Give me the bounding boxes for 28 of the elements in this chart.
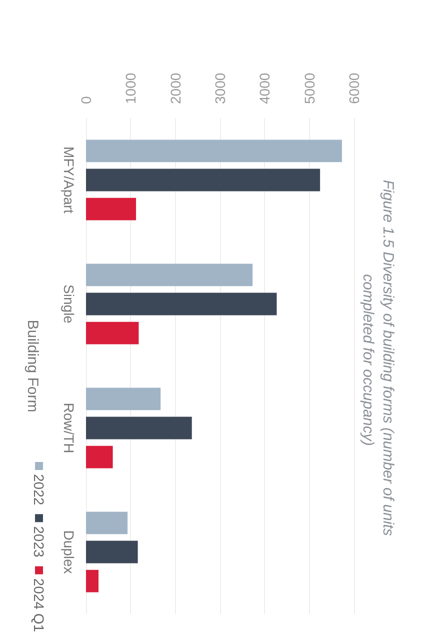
bar — [86, 140, 342, 162]
x-tick-label: 0 — [78, 96, 94, 104]
bar — [86, 292, 277, 316]
bar — [86, 198, 136, 220]
bar — [86, 570, 99, 592]
bar — [86, 446, 113, 468]
x-tick-label: 5000 — [301, 72, 318, 104]
bar — [86, 512, 128, 534]
y-tick-label: MFY/Apart — [61, 146, 77, 214]
legend-label: 2022 — [31, 474, 47, 506]
y-tick-label: Row/TH — [61, 402, 77, 454]
x-tick-label: 2000 — [167, 72, 184, 104]
x-tick-label: 6000 — [346, 72, 362, 104]
legend-label: 2023 — [31, 526, 47, 558]
legend-label: 2024 Q1 — [31, 578, 47, 632]
text: Figure 1.5 Diversity of building forms (number of units completed for occupancy) — [360, 180, 396, 540]
bar — [86, 168, 320, 192]
y-axis-title: Building Form — [24, 320, 41, 412]
x-tick-label: 1000 — [122, 72, 139, 104]
bar — [86, 416, 192, 440]
y-tick-label: Duplex — [61, 530, 77, 574]
y-tick-label: Single — [61, 284, 77, 324]
bar — [86, 322, 139, 344]
bar — [86, 388, 161, 410]
x-tick-label: 3000 — [212, 72, 228, 104]
bar — [86, 540, 138, 564]
x-tick-label: 4000 — [256, 72, 273, 104]
bar — [86, 264, 253, 286]
